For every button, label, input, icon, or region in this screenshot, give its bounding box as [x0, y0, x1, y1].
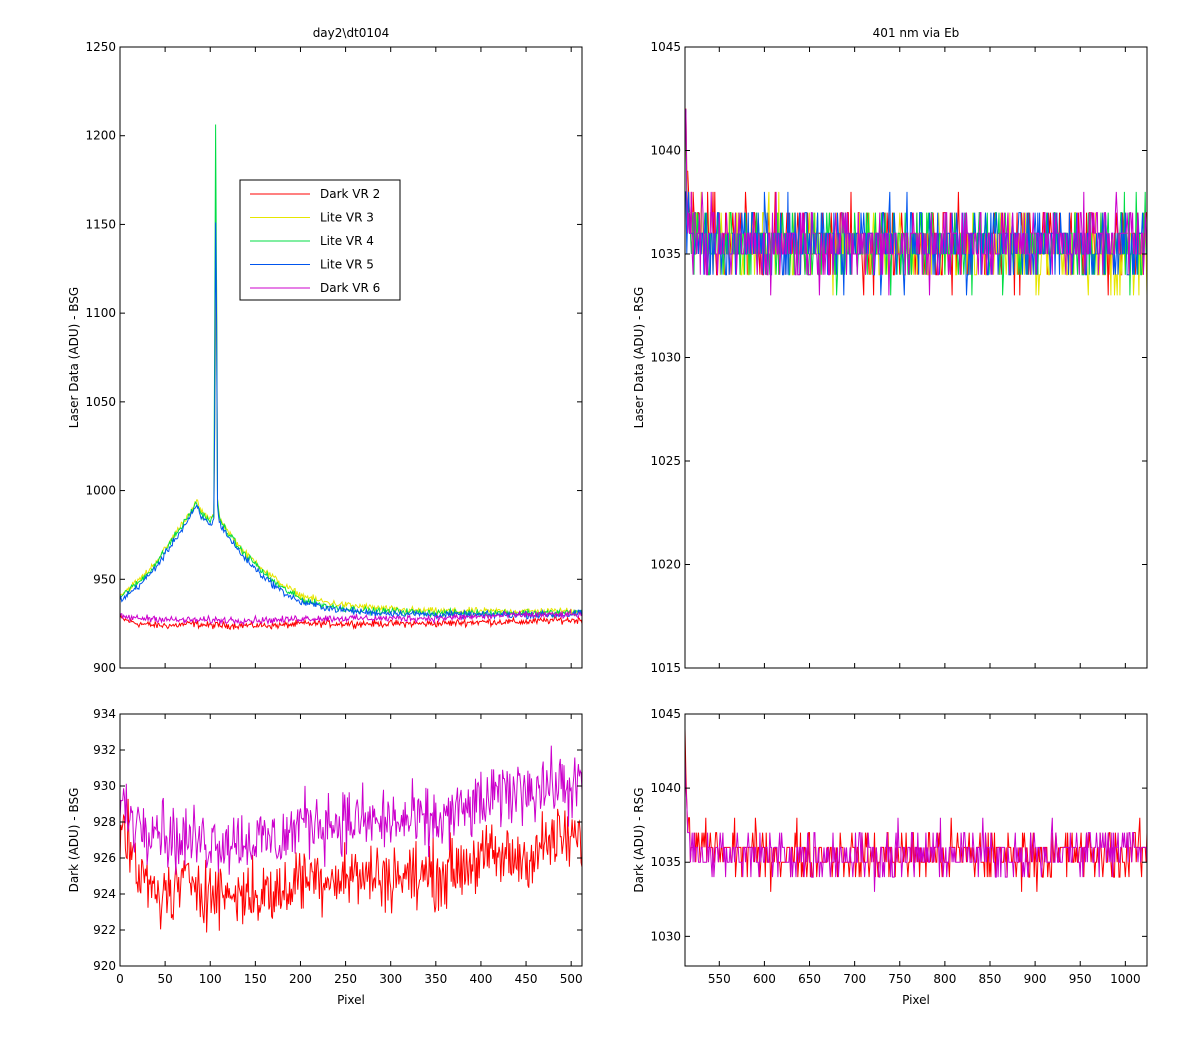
- axes-frame: [119, 46, 583, 669]
- x-tick-label: 600: [753, 972, 776, 986]
- y-tick-label: 1045: [650, 40, 681, 54]
- y-tick-label: 950: [93, 572, 116, 586]
- y-tick-label: 930: [93, 779, 116, 793]
- y-tick-label: 1035: [650, 855, 681, 869]
- chart-panel-3: 0 50 100 150 200 250 300 350 400 450 500 920 922 924 9…: [67, 707, 583, 1007]
- chart-panel-2: 1015 1020 1025 1030 1035 1040 1045 401 nm via E…: [632, 26, 1148, 675]
- legend-label: Lite VR 3: [320, 211, 374, 225]
- series-lines: [120, 124, 582, 631]
- x-tick-label: 900: [1024, 972, 1047, 986]
- chart-title: day2\dt0104: [313, 26, 390, 40]
- y-tick-label: 1030: [650, 929, 681, 943]
- y-tick-label: 1200: [85, 129, 116, 143]
- series-line-1: [120, 798, 582, 933]
- y-tick-label: 1100: [85, 306, 116, 320]
- y-tick-label: 1250: [85, 40, 116, 54]
- plot-area: [120, 714, 582, 966]
- series-line-1: [120, 614, 582, 631]
- series-lines: [120, 745, 582, 933]
- x-axis-label: Pixel: [337, 993, 365, 1007]
- y-tick-label: 920: [93, 959, 116, 973]
- x-tick-label: 850: [979, 972, 1002, 986]
- x-tick-label: 0: [116, 972, 124, 986]
- y-axis-label: Laser Data (ADU) - BSG: [67, 287, 81, 428]
- legend-label: Lite VR 4: [320, 234, 374, 248]
- x-axis-label: Pixel: [902, 993, 930, 1007]
- legend-label: Lite VR 5: [320, 258, 374, 272]
- x-tick-label: 200: [289, 972, 312, 986]
- x-tick-label: 550: [708, 972, 731, 986]
- x-tick-label: 350: [424, 972, 447, 986]
- x-tick-label: 100: [199, 972, 222, 986]
- x-tick-label: 450: [515, 972, 538, 986]
- y-tick-label: 934: [93, 707, 116, 721]
- legend-label: Dark VR 6: [320, 281, 380, 295]
- legend-label: Dark VR 2: [320, 187, 380, 201]
- y-tick-label: 924: [93, 887, 116, 901]
- y-tick-label: 1150: [85, 217, 116, 231]
- axes-frame: [119, 713, 583, 967]
- legend-box: [239, 179, 401, 301]
- x-tick-label: 750: [888, 972, 911, 986]
- y-tick-label: 900: [93, 661, 116, 675]
- plot-area: [685, 47, 1147, 668]
- y-tick-label: 932: [93, 743, 116, 757]
- y-tick-label: 1045: [650, 707, 681, 721]
- y-tick-label: 928: [93, 815, 116, 829]
- series-line-2: [120, 745, 582, 875]
- y-axis-label: Dark (ADU) - BSG: [67, 788, 81, 893]
- y-axis-label: Dark (ADU) - RSG: [632, 787, 646, 892]
- y-tick-label: 922: [93, 923, 116, 937]
- series-line-2: [685, 758, 1147, 892]
- y-tick-label: 1040: [650, 781, 681, 795]
- x-tick-label: 150: [244, 972, 267, 986]
- y-tick-label: 1040: [650, 144, 681, 158]
- y-tick-label: 1050: [85, 395, 116, 409]
- y-axis-label: Laser Data (ADU) - RSG: [632, 287, 646, 429]
- series-line-2: [120, 279, 582, 617]
- x-tick-label: 950: [1069, 972, 1092, 986]
- x-tick-label: 50: [157, 972, 172, 986]
- chart-panel-4: 550 600 650 700 750 800 850 900 950 1000 1030 1035 1…: [632, 707, 1148, 1007]
- y-tick-label: 1030: [650, 351, 681, 365]
- y-tick-label: 926: [93, 851, 116, 865]
- series-line-4: [120, 222, 582, 620]
- x-tick-label: 250: [334, 972, 357, 986]
- axes-frame: [684, 713, 1148, 967]
- series-lines: [685, 108, 1147, 296]
- x-tick-label: 1000: [1110, 972, 1141, 986]
- x-tick-label: 800: [933, 972, 956, 986]
- y-tick-label: 1000: [85, 484, 116, 498]
- chart-title: 401 nm via Eb: [873, 26, 960, 40]
- y-tick-label: 1015: [650, 661, 681, 675]
- y-tick-label: 1020: [650, 558, 681, 572]
- x-tick-label: 300: [379, 972, 402, 986]
- series-line-5: [685, 109, 1147, 296]
- x-tick-label: 700: [843, 972, 866, 986]
- x-tick-label: 650: [798, 972, 821, 986]
- x-tick-label: 500: [560, 972, 583, 986]
- y-tick-label: 1025: [650, 454, 681, 468]
- plot-area: [685, 714, 1147, 966]
- series-line-5: [120, 608, 582, 626]
- x-tick-label: 400: [469, 972, 492, 986]
- legend: Dark VR 2 Lite VR 3 Lite VR 4 Lite VR 5 Dark…: [239, 179, 401, 301]
- series-lines: [685, 728, 1147, 892]
- plot-area: [120, 47, 582, 668]
- y-tick-label: 1035: [650, 247, 681, 261]
- chart-panel-1: 900 950 1000 1050 1100 1150 1200 1250 day2\dt010…: [67, 26, 583, 675]
